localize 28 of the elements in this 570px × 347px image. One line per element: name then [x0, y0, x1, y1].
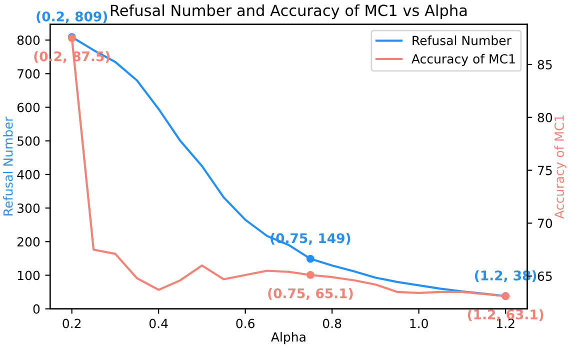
y2-tick-label: 65 — [538, 272, 552, 281]
data-label: (0.2, 809) — [36, 11, 108, 24]
y-tick-label: 600 — [17, 102, 40, 112]
chart-title: Refusal Number and Accuracy of MC1 vs Alpha — [110, 4, 467, 20]
y-tick-label: 0 — [33, 304, 40, 314]
x-tick-label: 1.0 — [410, 318, 428, 328]
y-tick-label: 100 — [18, 270, 40, 280]
x-axis-title: Alpha — [271, 332, 306, 344]
y-axis-title: Refusal Number — [3, 116, 13, 216]
y-tick-label: 700 — [18, 69, 40, 79]
y2-tick-label: 75 — [538, 166, 552, 176]
y-tick-label: 200 — [17, 237, 40, 247]
point — [306, 271, 314, 279]
legend-label: Accuracy of MC1 — [412, 54, 515, 66]
y2-axis-title: Accuracy of MC1 — [554, 115, 566, 219]
y2-tick-label: 80 — [538, 112, 552, 122]
data-label: (0.75, 65.1) — [268, 288, 353, 300]
y-tick-label: 800 — [17, 36, 40, 46]
legend-label: Refusal Number — [412, 36, 512, 46]
x-tick-label: 0.6 — [236, 318, 254, 328]
y-tick-label: 400 — [17, 170, 40, 180]
x-tick-label: 0.2 — [62, 318, 81, 328]
y-tick-label: 300 — [18, 204, 40, 213]
x-tick-label: 0.8 — [322, 318, 342, 328]
y-tick-label: 500 — [18, 136, 40, 146]
y2-tick-label: 85 — [538, 60, 552, 70]
x-tick-label: 0.4 — [149, 318, 168, 328]
y2-tick-label: 70 — [538, 218, 552, 228]
